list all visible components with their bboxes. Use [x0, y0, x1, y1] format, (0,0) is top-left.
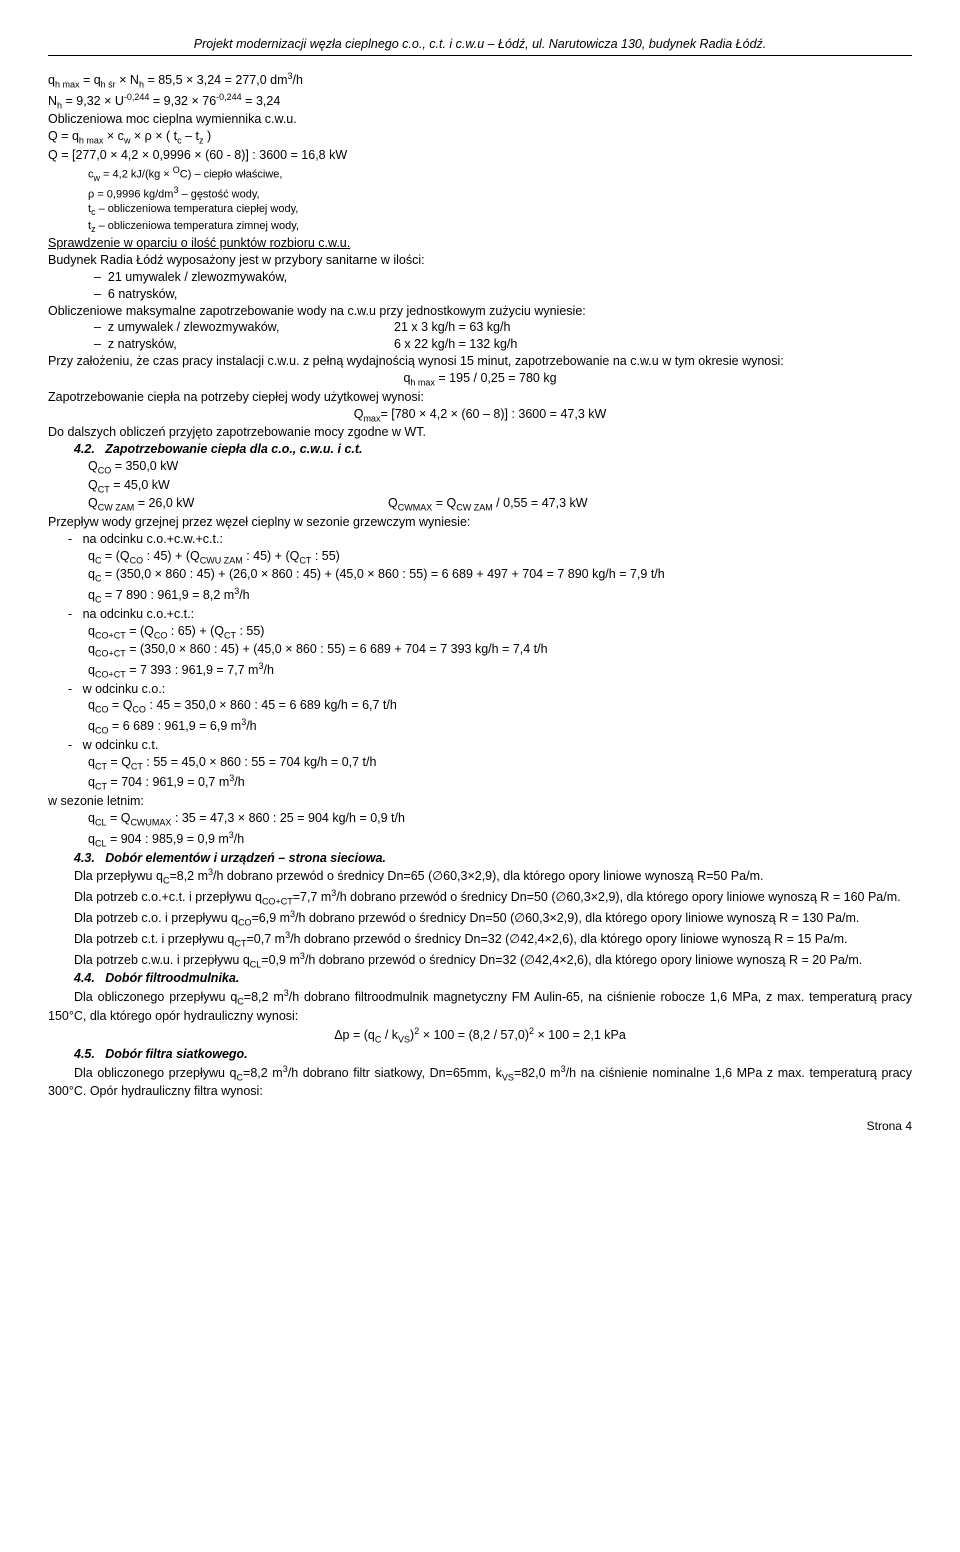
note-line: ρ = 0,9996 kg/dm3 – gęstość wody, [48, 184, 912, 203]
equation-line: Nh = 9,32 × U-0,244 = 9,32 × 76-0,244 = … [48, 91, 912, 112]
indented-line: qC = (350,0 × 860 : 45) + (26,0 × 860 : … [48, 566, 912, 585]
indented-line: QCT = 45,0 kW [48, 477, 912, 496]
indented-line: qCO+CT = (QCO : 65) + (QCT : 55) [48, 623, 912, 642]
paragraph: Obliczeniowa moc cieplna wymiennika c.w.… [48, 111, 912, 128]
paragraph: Przepływ wody grzejnej przez węzeł ciepl… [48, 514, 912, 531]
bullet-line: - w odcinku c.o.: [48, 681, 912, 698]
indented-line: qCO+CT = 7 393 : 961,9 = 7,7 m3/h [48, 660, 912, 681]
indented-line: qCL = QCWUMAX : 35 = 47,3 × 860 : 25 = 9… [48, 810, 912, 829]
bullet-line: - na odcinku c.o.+c.t.: [48, 606, 912, 623]
page-header: Projekt modernizacji węzła cieplnego c.o… [48, 36, 912, 56]
note-line: cw = 4,2 kJ/(kg × OC) – ciepło właściwe, [48, 164, 912, 184]
section-heading: 4.4. Dobór filtroodmulnika. [48, 970, 912, 987]
dash-item-two-col: – z natrysków,6 x 22 kg/h = 132 kg/h [48, 336, 912, 353]
paragraph: w sezonie letnim: [48, 793, 912, 810]
dash-item: – 6 natrysków, [48, 286, 912, 303]
section-heading: 4.5. Dobór filtra siatkowego. [48, 1046, 912, 1063]
equation-line: Q = [277,0 × 4,2 × 0,9996 × (60 - 8)] : … [48, 147, 912, 164]
paragraph: Dla potrzeb c.t. i przepływu qCT=0,7 m3/… [48, 929, 912, 950]
paragraph: Do dalszych obliczeń przyjęto zapotrzebo… [48, 424, 912, 441]
note-line: tc – obliczeniowa temperatura ciepłej wo… [48, 202, 912, 218]
paragraph: Dla potrzeb c.w.u. i przepływu qCL=0,9 m… [48, 950, 912, 971]
paragraph: Obliczeniowe maksymalne zapotrzebowanie … [48, 303, 912, 320]
underline-heading: Sprawdzenie w oparciu o ilość punktów ro… [48, 235, 912, 252]
two-col-line: QCW ZAM = 26,0 kWQCWMAX = QCW ZAM / 0,55… [48, 495, 912, 514]
indented-line: qCO = QCO : 45 = 350,0 × 860 : 45 = 6 68… [48, 697, 912, 716]
equation-line: qh max = qh śr × Nh = 85,5 × 3,24 = 277,… [48, 70, 912, 91]
paragraph: Dla przepływu qC=8,2 m3/h dobrano przewó… [48, 866, 912, 887]
paragraph: Dla potrzeb c.o. i przepływu qCO=6,9 m3/… [48, 908, 912, 929]
document-body: qh max = qh śr × Nh = 85,5 × 3,24 = 277,… [48, 70, 912, 1100]
paragraph: Dla obliczonego przepływu qC=8,2 m3/h do… [48, 1063, 912, 1101]
indented-line: qC = (QCO : 45) + (QCWU ZAM : 45) + (QCT… [48, 548, 912, 567]
bullet-line: - na odcinku c.o.+c.w.+c.t.: [48, 531, 912, 548]
indented-line: qCO = 6 689 : 961,9 = 6,9 m3/h [48, 716, 912, 737]
page-footer: Strona 4 [48, 1118, 912, 1134]
bullet-line: - w odcinku c.t. [48, 737, 912, 754]
paragraph: Zapotrzebowanie ciepła na potrzeby ciepł… [48, 389, 912, 406]
paragraph: Dla obliczonego przepływu qC=8,2 m3/h do… [48, 987, 912, 1025]
indented-line: qCT = QCT : 55 = 45,0 × 860 : 55 = 704 k… [48, 754, 912, 773]
section-heading: 4.3. Dobór elementów i urządzeń – strona… [48, 850, 912, 867]
paragraph: Przy założeniu, że czas pracy instalacji… [48, 353, 912, 370]
section-heading: 4.2. Zapotrzebowanie ciepła dla c.o., c.… [48, 441, 912, 458]
equation-line: Q = qh max × cw × ρ × ( tc – tz ) [48, 128, 912, 147]
centered-equation: Qmax= [780 × 4,2 × (60 – 8)] : 3600 = 47… [48, 406, 912, 425]
indented-line: QCO = 350,0 kW [48, 458, 912, 477]
indented-line: qCL = 904 : 985,9 = 0,9 m3/h [48, 829, 912, 850]
centered-equation: qh max = 195 / 0,25 = 780 kg [48, 370, 912, 389]
dash-item: – 21 umywalek / zlewozmywaków, [48, 269, 912, 286]
centered-equation: Δp = (qC / kVS)2 × 100 = (8,2 / 57,0)2 ×… [48, 1025, 912, 1046]
dash-item-two-col: – z umywalek / zlewozmywaków,21 x 3 kg/h… [48, 319, 912, 336]
paragraph: Dla potrzeb c.o.+c.t. i przepływu qCO+CT… [48, 887, 912, 908]
paragraph: Budynek Radia Łódź wyposażony jest w prz… [48, 252, 912, 269]
indented-line: qCT = 704 : 961,9 = 0,7 m3/h [48, 772, 912, 793]
indented-line: qC = 7 890 : 961,9 = 8,2 m3/h [48, 585, 912, 606]
note-line: tz – obliczeniowa temperatura zimnej wod… [48, 219, 912, 235]
indented-line: qCO+CT = (350,0 × 860 : 45) + (45,0 × 86… [48, 641, 912, 660]
